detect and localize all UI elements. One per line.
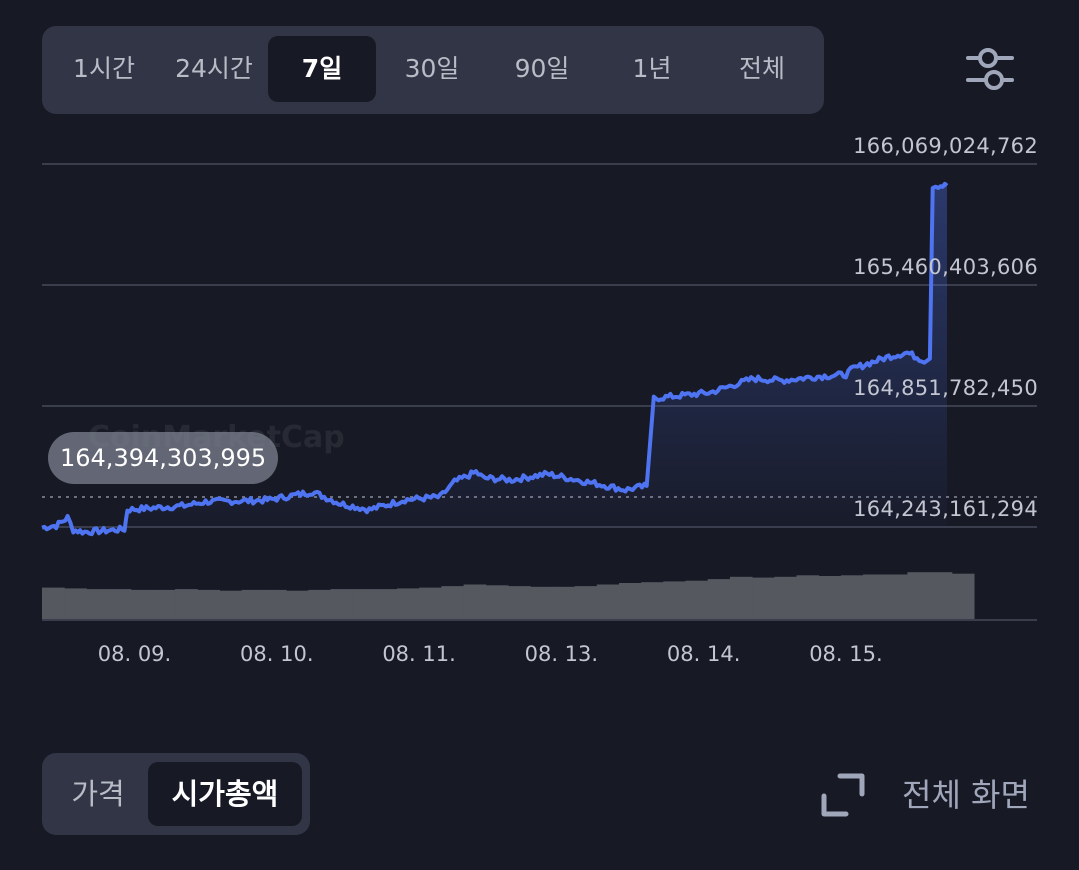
x-tick-label: 08. 13. (524, 642, 599, 666)
range-tab-0[interactable]: 1시간 (73, 54, 135, 83)
volume-bar (241, 589, 265, 620)
x-tick-label: 08. 10. (240, 642, 314, 666)
sliders-icon[interactable] (962, 44, 1018, 94)
volume-bar (197, 589, 220, 620)
range-tab-3[interactable]: 30일 (404, 54, 460, 83)
volume-bar (463, 584, 487, 620)
market-cap-line (41, 181, 949, 537)
fullscreen-label: 전체 화면 (902, 776, 1030, 814)
volume-bar (419, 587, 442, 620)
range-tab-4[interactable]: 90일 (514, 54, 570, 83)
chart-canvas (41, 163, 1037, 621)
volume-bar (707, 579, 731, 620)
range-tab-5[interactable]: 1년 (632, 54, 672, 83)
x-tick-label: 08. 11. (382, 642, 456, 666)
start-value-badge: 164,394,303,995 (48, 432, 279, 484)
volume-bar (263, 589, 287, 620)
metric-tab-1[interactable]: 시가총액 (148, 762, 302, 826)
expand-icon (821, 773, 865, 817)
volume-bar (929, 572, 953, 620)
y-tick-label: 164,243,161,294 (853, 497, 1038, 521)
metric-selector: 가격 시가총액 (42, 753, 310, 835)
volume-bar (86, 589, 110, 620)
volume-bar (774, 576, 797, 620)
volume-bar (441, 586, 465, 620)
x-tick-label: 08. 14. (666, 642, 741, 666)
volume-bar (907, 572, 931, 620)
volume-bar (663, 581, 686, 620)
volume-bar (508, 586, 531, 620)
volume-bar (374, 589, 398, 620)
volume-bar (219, 590, 243, 620)
volume-bar (552, 586, 576, 620)
range-tab-2[interactable]: 7일 (268, 36, 376, 102)
volume-bar (42, 587, 65, 620)
volume-bar (619, 583, 642, 620)
volume-bar (330, 589, 354, 620)
volume-bar (64, 588, 87, 620)
volume-bar (574, 586, 598, 620)
volume-bar (286, 590, 309, 620)
x-tick-label: 08. 09. (97, 642, 172, 666)
volume-bar (951, 573, 975, 620)
y-tick-label: 164,851,782,450 (853, 376, 1038, 400)
y-tick-label: 166,069,024,762 (853, 134, 1038, 158)
volume-bar (308, 589, 331, 620)
y-tick-label: 165,460,403,606 (853, 255, 1038, 279)
volume-bar (863, 574, 886, 620)
volume-bar (397, 588, 420, 620)
volume-bar (685, 580, 709, 620)
volume-bar (818, 576, 842, 620)
volume-bar (130, 589, 154, 620)
x-tick-label: 08. 15. (809, 642, 883, 666)
volume-bar (596, 584, 620, 620)
volume-bar (641, 582, 664, 620)
market-cap-chart: CoinMarketCap 166,069,024,762165,460,403… (0, 130, 1079, 690)
volume-bar (352, 589, 376, 620)
volume-bar (108, 589, 132, 620)
range-tab-1[interactable]: 24시간 (175, 54, 253, 83)
volume-bar (752, 577, 775, 620)
area-fill (42, 183, 947, 535)
volume-bar (729, 576, 753, 620)
range-tab-6[interactable]: 전체 (738, 54, 785, 83)
metric-tab-0[interactable]: 가격 (71, 777, 125, 811)
volume-bar (885, 574, 908, 620)
volume-bar (840, 575, 864, 620)
volume-bar (530, 586, 553, 620)
volume-bar (153, 589, 176, 620)
volume-bar (796, 575, 820, 620)
volume-bar (175, 589, 198, 620)
time-range-selector: 1시간 24시간 7일 30일 90일 1년 전체 (42, 26, 824, 114)
volume-bar (485, 585, 509, 620)
